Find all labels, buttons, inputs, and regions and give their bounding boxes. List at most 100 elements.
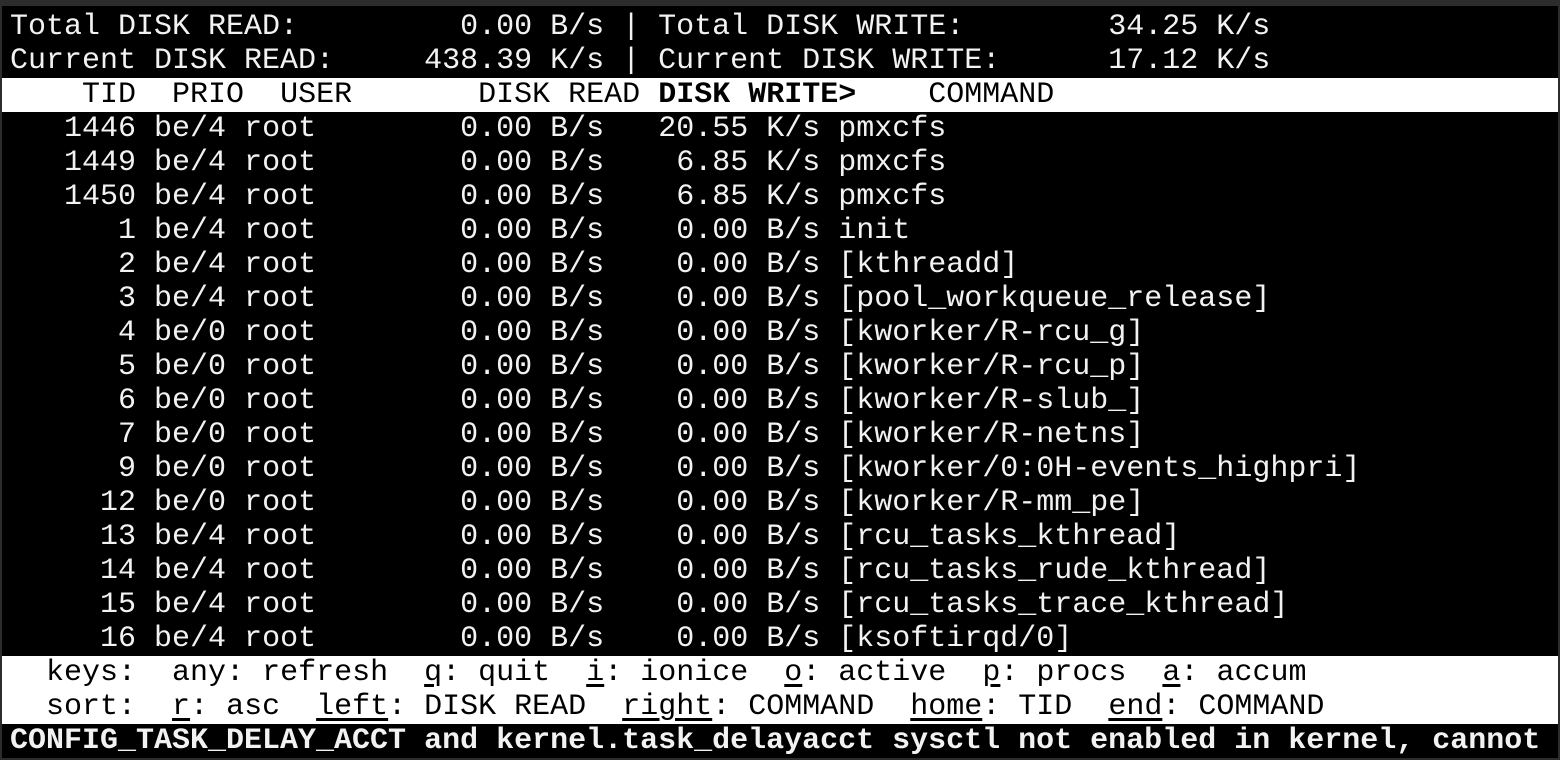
disk-write-cell: 0.00 B/s — [622, 418, 821, 452]
current-read-value: 438.39 K/s — [334, 44, 605, 78]
iotop-terminal[interactable]: Total DISK READ: 0.00 B/s | Total DISK W… — [2, 6, 1558, 758]
process-row[interactable]: 1449 be/4 root 0.00 B/s 6.85 K/s pmxcfs — [2, 146, 1558, 180]
column-disk-write[interactable]: DISK WRITE> — [658, 78, 857, 112]
command-cell: [rcu_tasks_kthread] — [838, 520, 1181, 554]
command-cell: [rcu_tasks_trace_kthread] — [838, 588, 1289, 622]
tid-cell: 1449 — [10, 146, 137, 180]
disk-read-cell: 0.00 B/s — [406, 282, 605, 316]
column-command[interactable]: COMMAND — [928, 78, 1055, 112]
process-row[interactable]: 4 be/0 root 0.00 B/s 0.00 B/s [kworker/R… — [2, 316, 1558, 350]
shortcut-key-o[interactable]: o — [784, 656, 803, 690]
command-cell: [kworker/0:0H-events_highpri] — [838, 452, 1361, 486]
process-row[interactable]: 15 be/4 root 0.00 B/s 0.00 B/s [rcu_task… — [2, 588, 1558, 622]
disk-write-cell: 0.00 B/s — [622, 486, 821, 520]
prio-cell: be/4 — [154, 622, 227, 656]
process-row[interactable]: 16 be/4 root 0.00 B/s 0.00 B/s [ksoftirq… — [2, 622, 1558, 656]
current-write-label: Current DISK WRITE: — [658, 44, 1001, 78]
disk-write-cell: 0.00 B/s — [622, 350, 821, 384]
column-user[interactable]: USER — [280, 78, 425, 112]
command-cell: pmxcfs — [838, 112, 947, 146]
disk-read-cell: 0.00 B/s — [406, 554, 605, 588]
total-io-summary: Total DISK READ: 0.00 B/s | Total DISK W… — [2, 10, 1558, 44]
user-cell: root — [244, 112, 389, 146]
command-cell: init — [838, 214, 911, 248]
user-cell: root — [244, 384, 389, 418]
current-io-summary: Current DISK READ: 438.39 K/s | Current … — [2, 44, 1558, 78]
shortcut-action: COMMAND — [748, 690, 875, 724]
command-cell: [kworker/R-netns] — [838, 418, 1145, 452]
sort-help-line: sort: r: asc left: DISK READ right: COMM… — [2, 690, 1558, 724]
prio-cell: be/4 — [154, 520, 227, 554]
disk-read-cell: 0.00 B/s — [406, 520, 605, 554]
sort-label: sort: — [46, 690, 137, 724]
prio-cell: be/0 — [154, 486, 227, 520]
command-cell: [kworker/R-rcu_p] — [838, 350, 1145, 384]
prio-cell: be/4 — [154, 588, 227, 622]
process-row[interactable]: 13 be/4 root 0.00 B/s 0.00 B/s [rcu_task… — [2, 520, 1558, 554]
user-cell: root — [244, 248, 389, 282]
total-write-value: 34.25 K/s — [964, 10, 1271, 44]
user-cell: root — [244, 554, 389, 588]
shortcut-key-any[interactable]: any — [172, 656, 227, 690]
shortcut-action: active — [838, 656, 947, 690]
process-row[interactable]: 14 be/4 root 0.00 B/s 0.00 B/s [rcu_task… — [2, 554, 1558, 588]
summary-separator: | — [622, 44, 641, 78]
tid-cell: 4 — [10, 316, 137, 350]
disk-write-cell: 6.85 K/s — [622, 180, 821, 214]
column-tid[interactable]: TID — [10, 78, 137, 112]
tid-cell: 7 — [10, 418, 137, 452]
process-row[interactable]: 2 be/4 root 0.00 B/s 0.00 B/s [kthreadd] — [2, 248, 1558, 282]
tid-cell: 1 — [10, 214, 137, 248]
current-write-value: 17.12 K/s — [1000, 44, 1271, 78]
shortcut-key-p[interactable]: p — [982, 656, 1001, 690]
process-row[interactable]: 6 be/0 root 0.00 B/s 0.00 B/s [kworker/R… — [2, 384, 1558, 418]
total-read-label: Total DISK READ: — [10, 10, 299, 44]
process-row[interactable]: 1 be/4 root 0.00 B/s 0.00 B/s init — [2, 214, 1558, 248]
command-cell: [ksoftirqd/0] — [838, 622, 1073, 656]
process-row[interactable]: 3 be/4 root 0.00 B/s 0.00 B/s [pool_work… — [2, 282, 1558, 316]
command-cell: pmxcfs — [838, 180, 947, 214]
tid-cell: 1450 — [10, 180, 137, 214]
disk-write-cell: 0.00 B/s — [622, 452, 821, 486]
command-cell: [kthreadd] — [838, 248, 1019, 282]
disk-write-cell: 6.85 K/s — [622, 146, 821, 180]
prio-cell: be/4 — [154, 180, 227, 214]
user-cell: root — [244, 452, 389, 486]
tid-cell: 16 — [10, 622, 137, 656]
prio-cell: be/0 — [154, 384, 227, 418]
disk-write-cell: 0.00 B/s — [622, 316, 821, 350]
tid-cell: 9 — [10, 452, 137, 486]
process-row[interactable]: 7 be/0 root 0.00 B/s 0.00 B/s [kworker/R… — [2, 418, 1558, 452]
shortcut-key-left[interactable]: left — [316, 690, 389, 724]
user-cell: root — [244, 588, 389, 622]
disk-read-cell: 0.00 B/s — [406, 248, 605, 282]
shortcut-action: asc — [226, 690, 281, 724]
status-message: CONFIG_TASK_DELAY_ACCT and kernel.task_d… — [2, 724, 1558, 758]
shortcut-action: accum — [1216, 656, 1307, 690]
shortcut-key-right[interactable]: right — [622, 690, 713, 724]
shortcut-key-end[interactable]: end — [1108, 690, 1163, 724]
process-row[interactable]: 5 be/0 root 0.00 B/s 0.00 B/s [kworker/R… — [2, 350, 1558, 384]
process-row[interactable]: 12 be/0 root 0.00 B/s 0.00 B/s [kworker/… — [2, 486, 1558, 520]
shortcut-key-q[interactable]: q — [424, 656, 443, 690]
column-prio[interactable]: PRIO — [172, 78, 245, 112]
shortcut-key-home[interactable]: home — [910, 690, 983, 724]
shortcut-key-a[interactable]: a — [1162, 656, 1181, 690]
process-row[interactable]: 1450 be/4 root 0.00 B/s 6.85 K/s pmxcfs — [2, 180, 1558, 214]
shortcut-action: quit — [478, 656, 551, 690]
prio-cell: be/0 — [154, 452, 227, 486]
shortcut-key-r[interactable]: r — [172, 690, 191, 724]
tid-cell: 2 — [10, 248, 137, 282]
disk-write-cell: 0.00 B/s — [622, 384, 821, 418]
user-cell: root — [244, 282, 389, 316]
shortcut-key-i[interactable]: i — [586, 656, 605, 690]
command-cell: [pool_workqueue_release] — [838, 282, 1271, 316]
column-disk-read[interactable]: DISK READ — [442, 78, 641, 112]
user-cell: root — [244, 418, 389, 452]
disk-read-cell: 0.00 B/s — [406, 350, 605, 384]
prio-cell: be/0 — [154, 418, 227, 452]
process-row[interactable]: 9 be/0 root 0.00 B/s 0.00 B/s [kworker/0… — [2, 452, 1558, 486]
prio-cell: be/4 — [154, 554, 227, 588]
keys-label: keys: — [46, 656, 137, 690]
process-row[interactable]: 1446 be/4 root 0.00 B/s 20.55 K/s pmxcfs — [2, 112, 1558, 146]
